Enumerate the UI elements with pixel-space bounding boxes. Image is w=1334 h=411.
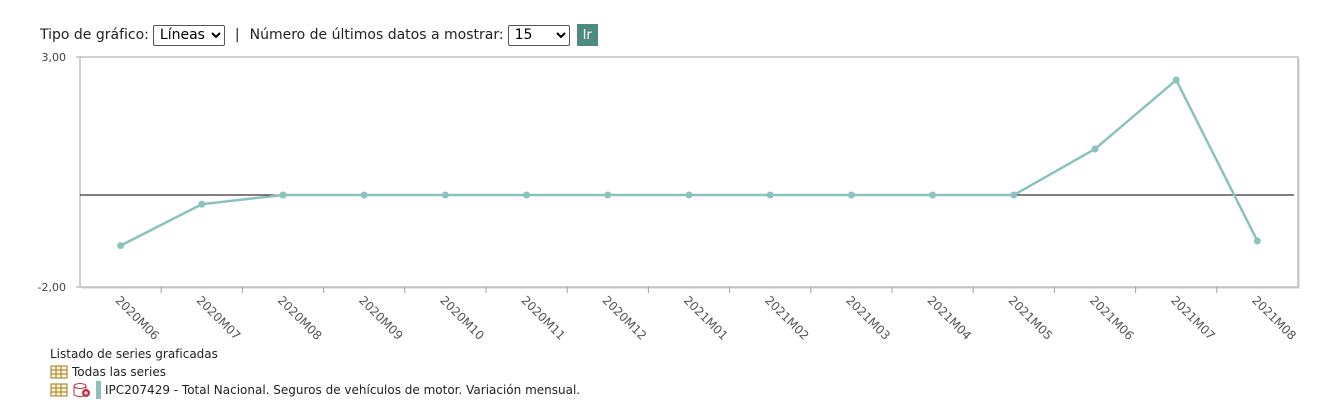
plot-area bbox=[79, 56, 1299, 288]
count-select[interactable]: 15 bbox=[507, 24, 570, 46]
series-swatch bbox=[96, 381, 101, 399]
data-point bbox=[117, 242, 125, 250]
table-icon bbox=[50, 383, 68, 397]
chart-type-label: Tipo de gráfico: bbox=[40, 27, 149, 43]
data-point bbox=[685, 191, 693, 199]
data-point bbox=[360, 191, 368, 199]
series-name[interactable]: IPC207429 - Total Nacional. Seguros de v… bbox=[105, 383, 581, 397]
x-tick-label: 2021M05 bbox=[1006, 293, 1056, 343]
series-list: Listado de series graficadas Todas las s… bbox=[50, 347, 580, 399]
data-point bbox=[1091, 145, 1099, 153]
data-point bbox=[1172, 76, 1180, 84]
x-tick-label: 2020M09 bbox=[356, 293, 406, 343]
go-button[interactable]: Ir bbox=[576, 24, 598, 46]
x-tick-label: 2021M04 bbox=[924, 293, 974, 343]
series-row[interactable]: IPC207429 - Total Nacional. Seguros de v… bbox=[50, 381, 580, 399]
data-point bbox=[929, 191, 937, 199]
all-series-row[interactable]: Todas las series bbox=[50, 363, 580, 381]
x-tick-label: 2020M11 bbox=[518, 293, 568, 343]
table-icon bbox=[50, 365, 68, 379]
data-point bbox=[604, 191, 612, 199]
data-point bbox=[523, 191, 531, 199]
x-tick-label: 2021M07 bbox=[1168, 293, 1218, 343]
x-tick-label: 2020M10 bbox=[437, 293, 487, 343]
data-point bbox=[1253, 237, 1261, 245]
x-tick-label: 2020M07 bbox=[194, 293, 244, 343]
all-series-link[interactable]: Todas las series bbox=[72, 365, 166, 379]
count-label: Número de últimos datos a mostrar: bbox=[249, 27, 504, 43]
x-tick-label: 2021M08 bbox=[1249, 293, 1299, 343]
series-list-title: Listado de series graficadas bbox=[50, 347, 218, 361]
data-point bbox=[198, 200, 206, 208]
data-point bbox=[1010, 191, 1018, 199]
x-tick-label: 2020M08 bbox=[275, 293, 325, 343]
x-tick-label: 2021M02 bbox=[762, 293, 812, 343]
chart-type-select[interactable]: Líneas bbox=[152, 24, 225, 46]
data-point bbox=[441, 191, 449, 199]
data-point bbox=[847, 191, 855, 199]
x-tick-label: 2021M03 bbox=[843, 293, 893, 343]
x-tick-label: 2020M12 bbox=[600, 293, 650, 343]
chart: -2,00 3,00 2020M06 2020M07 2020M08 2020M09 202… bbox=[38, 51, 1300, 343]
separator: | bbox=[234, 27, 240, 43]
x-tick-label: 2021M01 bbox=[681, 293, 731, 343]
y-tick-label: -2,00 bbox=[38, 281, 66, 294]
x-tick-label: 2021M06 bbox=[1087, 293, 1137, 343]
database-icon[interactable] bbox=[72, 382, 92, 398]
y-tick-label: 3,00 bbox=[42, 51, 67, 64]
data-point bbox=[279, 191, 287, 199]
x-tick-label: 2020M06 bbox=[112, 293, 162, 343]
data-point bbox=[766, 191, 774, 199]
toolbar: Tipo de gráfico: Líneas | Número de últi… bbox=[40, 24, 598, 46]
